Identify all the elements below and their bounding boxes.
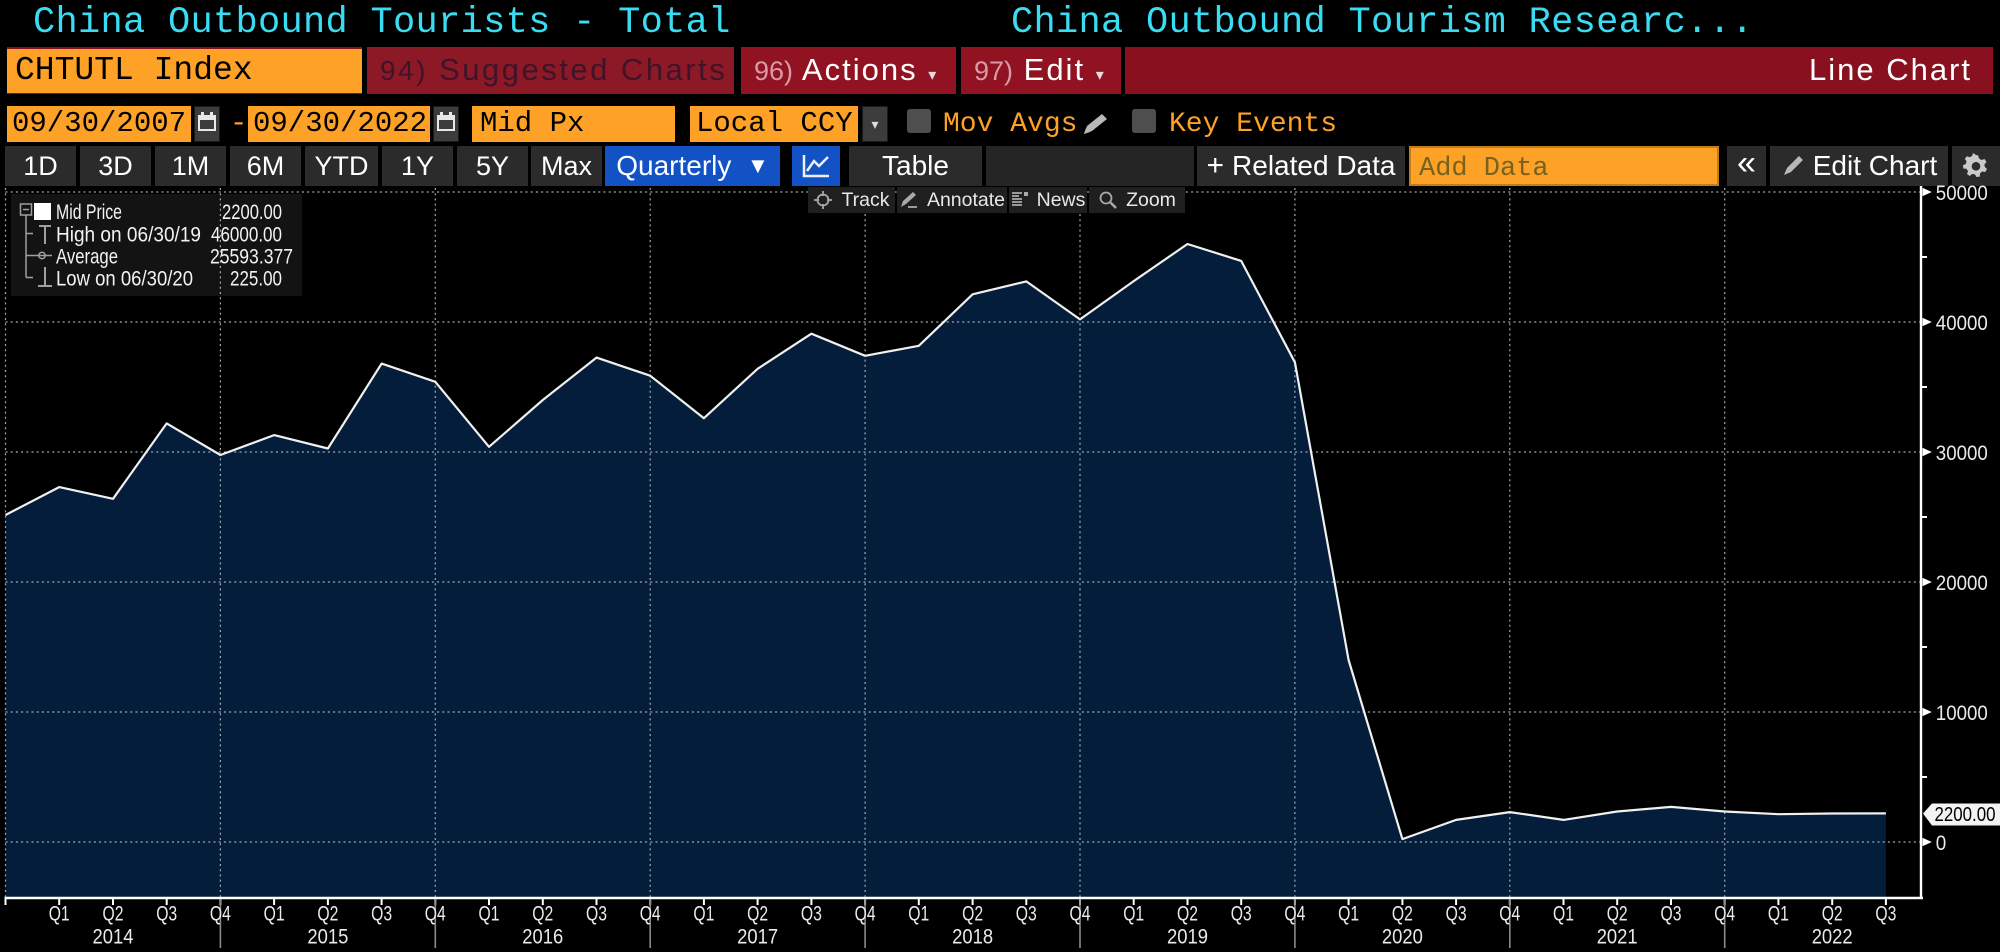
svg-text:Q3: Q3 <box>1231 902 1252 926</box>
svg-text:20000: 20000 <box>1936 571 1988 595</box>
svg-text:Q4: Q4 <box>640 902 661 926</box>
svg-text:Q3: Q3 <box>156 902 177 926</box>
svg-text:Q3: Q3 <box>1016 902 1037 926</box>
svg-text:Q2: Q2 <box>962 902 983 926</box>
svg-text:46000.00: 46000.00 <box>211 223 282 247</box>
svg-text:Q2: Q2 <box>747 902 768 926</box>
svg-text:Q2: Q2 <box>1822 902 1843 926</box>
svg-text:High on 06/30/19: High on 06/30/19 <box>56 223 201 247</box>
svg-text:Q2: Q2 <box>317 902 338 926</box>
svg-text:Q1: Q1 <box>1768 902 1789 926</box>
svg-text:25593.377: 25593.377 <box>210 245 293 269</box>
svg-text:2019: 2019 <box>1167 925 1208 949</box>
svg-text:Q1: Q1 <box>264 902 285 926</box>
svg-text:Low on 06/30/20: Low on 06/30/20 <box>56 267 193 291</box>
svg-text:50000: 50000 <box>1936 181 1988 205</box>
svg-text:Q3: Q3 <box>586 902 607 926</box>
svg-text:30000: 30000 <box>1936 441 1988 465</box>
svg-text:2200.00: 2200.00 <box>1935 803 1996 826</box>
svg-text:2021: 2021 <box>1597 925 1638 949</box>
svg-text:Q2: Q2 <box>1607 902 1628 926</box>
svg-text:Average: Average <box>56 245 118 269</box>
svg-text:Q1: Q1 <box>49 902 70 926</box>
svg-text:Q4: Q4 <box>855 902 876 926</box>
svg-text:Q4: Q4 <box>1070 902 1091 926</box>
svg-text:Q3: Q3 <box>1661 902 1682 926</box>
svg-text:Q3: Q3 <box>1875 902 1896 926</box>
svg-text:40000: 40000 <box>1936 311 1988 335</box>
svg-text:Q4: Q4 <box>1499 902 1520 926</box>
svg-text:2016: 2016 <box>522 925 563 949</box>
svg-text:Q2: Q2 <box>1392 902 1413 926</box>
svg-text:Q3: Q3 <box>371 902 392 926</box>
svg-text:Q4: Q4 <box>425 902 446 926</box>
svg-text:Q1: Q1 <box>1338 902 1359 926</box>
svg-text:2018: 2018 <box>952 925 993 949</box>
svg-text:225.00: 225.00 <box>230 267 282 291</box>
svg-text:Q3: Q3 <box>1446 902 1467 926</box>
svg-text:Q4: Q4 <box>210 902 231 926</box>
svg-text:2015: 2015 <box>307 925 348 949</box>
svg-text:Q1: Q1 <box>479 902 500 926</box>
svg-text:2014: 2014 <box>93 925 134 949</box>
svg-text:Q2: Q2 <box>1177 902 1198 926</box>
svg-text:2020: 2020 <box>1382 925 1423 949</box>
svg-text:Q4: Q4 <box>1284 902 1305 926</box>
svg-text:Q3: Q3 <box>801 902 822 926</box>
svg-text:Q1: Q1 <box>1553 902 1574 926</box>
svg-text:2200.00: 2200.00 <box>222 200 282 224</box>
svg-text:Q2: Q2 <box>103 902 124 926</box>
svg-text:2017: 2017 <box>737 925 778 949</box>
svg-text:2022: 2022 <box>1812 925 1853 949</box>
svg-text:Q1: Q1 <box>1123 902 1144 926</box>
svg-text:Q4: Q4 <box>1714 902 1735 926</box>
svg-text:Q1: Q1 <box>693 902 714 926</box>
svg-text:Mid Price: Mid Price <box>56 200 122 224</box>
svg-text:Q1: Q1 <box>908 902 929 926</box>
svg-text:0: 0 <box>1936 831 1947 855</box>
svg-text:10000: 10000 <box>1936 701 1988 725</box>
svg-text:Q2: Q2 <box>532 902 553 926</box>
